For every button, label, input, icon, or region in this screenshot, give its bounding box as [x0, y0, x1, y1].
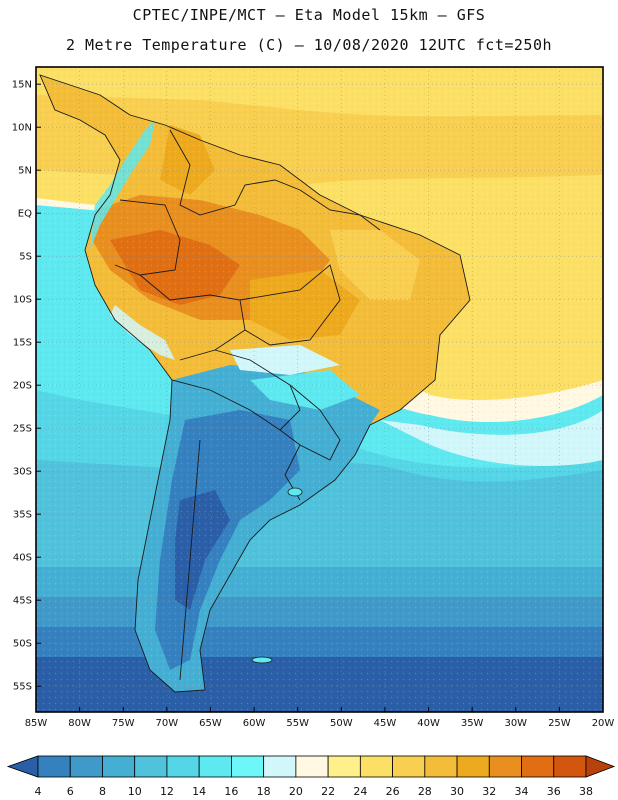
lon-tick-label: 30W: [504, 718, 527, 729]
colorbar-label: 4: [35, 785, 42, 798]
temperature-field: [36, 67, 603, 712]
colorbar-swatch: [69, 755, 103, 778]
colorbar-swatch: [521, 755, 555, 778]
colorbar-swatch: [488, 755, 522, 778]
colorbar: 4 6 8 10 12 14 16 18 20 22 24 26 28 30 32 34 36 38: [6, 755, 616, 798]
lon-tick-label: 25W: [548, 718, 571, 729]
colorbar-swatch: [359, 755, 393, 778]
colorbar-label: 30: [450, 785, 464, 798]
lat-tick-label: 50S: [13, 639, 32, 650]
colorbar-swatch: [456, 755, 490, 778]
lat-tick-label: 25S: [13, 424, 32, 435]
colorbar-label: 10: [128, 785, 142, 798]
lon-tick-label: 65W: [199, 718, 222, 729]
colorbar-swatch: [231, 755, 265, 778]
lakes: [251, 487, 303, 664]
lon-tick-label: 85W: [25, 718, 48, 729]
colorbar-arrow-right: [585, 755, 616, 778]
colorbar-swatch: [553, 755, 587, 778]
colorbar-arrow-left: [6, 755, 39, 778]
lat-tick-label: 10S: [13, 295, 32, 306]
lat-tick-label: 30S: [13, 467, 32, 478]
lat-tick-label: 10N: [12, 123, 32, 134]
colorbar-label: 8: [99, 785, 106, 798]
lat-tick-label: 5S: [19, 252, 32, 263]
lon-tick-label: 80W: [68, 718, 91, 729]
colorbar-label: 32: [482, 785, 496, 798]
lon-tick-label: 20W: [592, 718, 615, 729]
colorbar-swatch: [166, 755, 200, 778]
colorbar-label: 28: [418, 785, 432, 798]
lon-tick-label: 60W: [243, 718, 266, 729]
colorbar-label: 14: [192, 785, 206, 798]
lat-tick-label: 15S: [13, 338, 32, 349]
lat-tick-label: 40S: [13, 553, 32, 564]
colorbar-label: 36: [547, 785, 561, 798]
lon-tick-label: 75W: [112, 718, 135, 729]
map-frame: [35, 66, 604, 713]
colorbar-label: 24: [353, 785, 367, 798]
colorbar-label: 12: [160, 785, 174, 798]
colorbar-swatch: [327, 755, 361, 778]
colorbar-swatch: [392, 755, 426, 778]
colorbar-label: 22: [321, 785, 335, 798]
colorbar-swatch: [134, 755, 168, 778]
lon-tick-label: 55W: [286, 718, 309, 729]
colorbar-label: 20: [289, 785, 303, 798]
colorbar-swatch: [295, 755, 329, 778]
map-gridlines: [35, 67, 604, 712]
lat-tick-label: 35S: [13, 510, 32, 521]
colorbar-swatch: [424, 755, 458, 778]
lon-tick-label: 70W: [156, 718, 179, 729]
lat-tick-label: 5N: [18, 166, 32, 177]
lat-tick-label: 55S: [13, 682, 32, 693]
colorbar-label: 38: [579, 785, 593, 798]
colorbar-swatch: [263, 755, 297, 778]
longitude-axis: 85W 80W 75W 70W 65W 60W 55W 50W 45W 40W 35W 30W 25W 2…: [25, 707, 615, 729]
colorbar-swatch: [198, 755, 232, 778]
colorbar-label: 16: [224, 785, 238, 798]
map-title-model: CPTEC/INPE/MCT – Eta Model 15km – GFS: [132, 6, 486, 24]
colorbar-label: 26: [386, 785, 400, 798]
lat-tick-label: 20S: [13, 381, 32, 392]
lat-tick-label: 45S: [13, 596, 32, 607]
lon-tick-label: 50W: [330, 718, 353, 729]
country-borders: [39, 74, 471, 693]
latitude-axis: 15N 10N 5N EQ 5S 10S 15S 20S 25S 30S 35S 40S 45S 50S 5…: [12, 80, 41, 693]
colorbar-label: 6: [67, 785, 74, 798]
lat-tick-label: 15N: [12, 80, 32, 91]
colorbar-swatch: [37, 755, 71, 778]
lon-tick-label: 45W: [374, 718, 397, 729]
lat-tick-label: EQ: [18, 209, 32, 220]
colorbar-swatch: [102, 755, 136, 778]
colorbar-label: 18: [257, 785, 271, 798]
map-title-variable: 2 Metre Temperature (C) – 10/08/2020 12U…: [65, 36, 553, 54]
colorbar-label: 34: [515, 785, 529, 798]
lon-tick-label: 35W: [461, 718, 484, 729]
lon-tick-label: 40W: [417, 718, 440, 729]
